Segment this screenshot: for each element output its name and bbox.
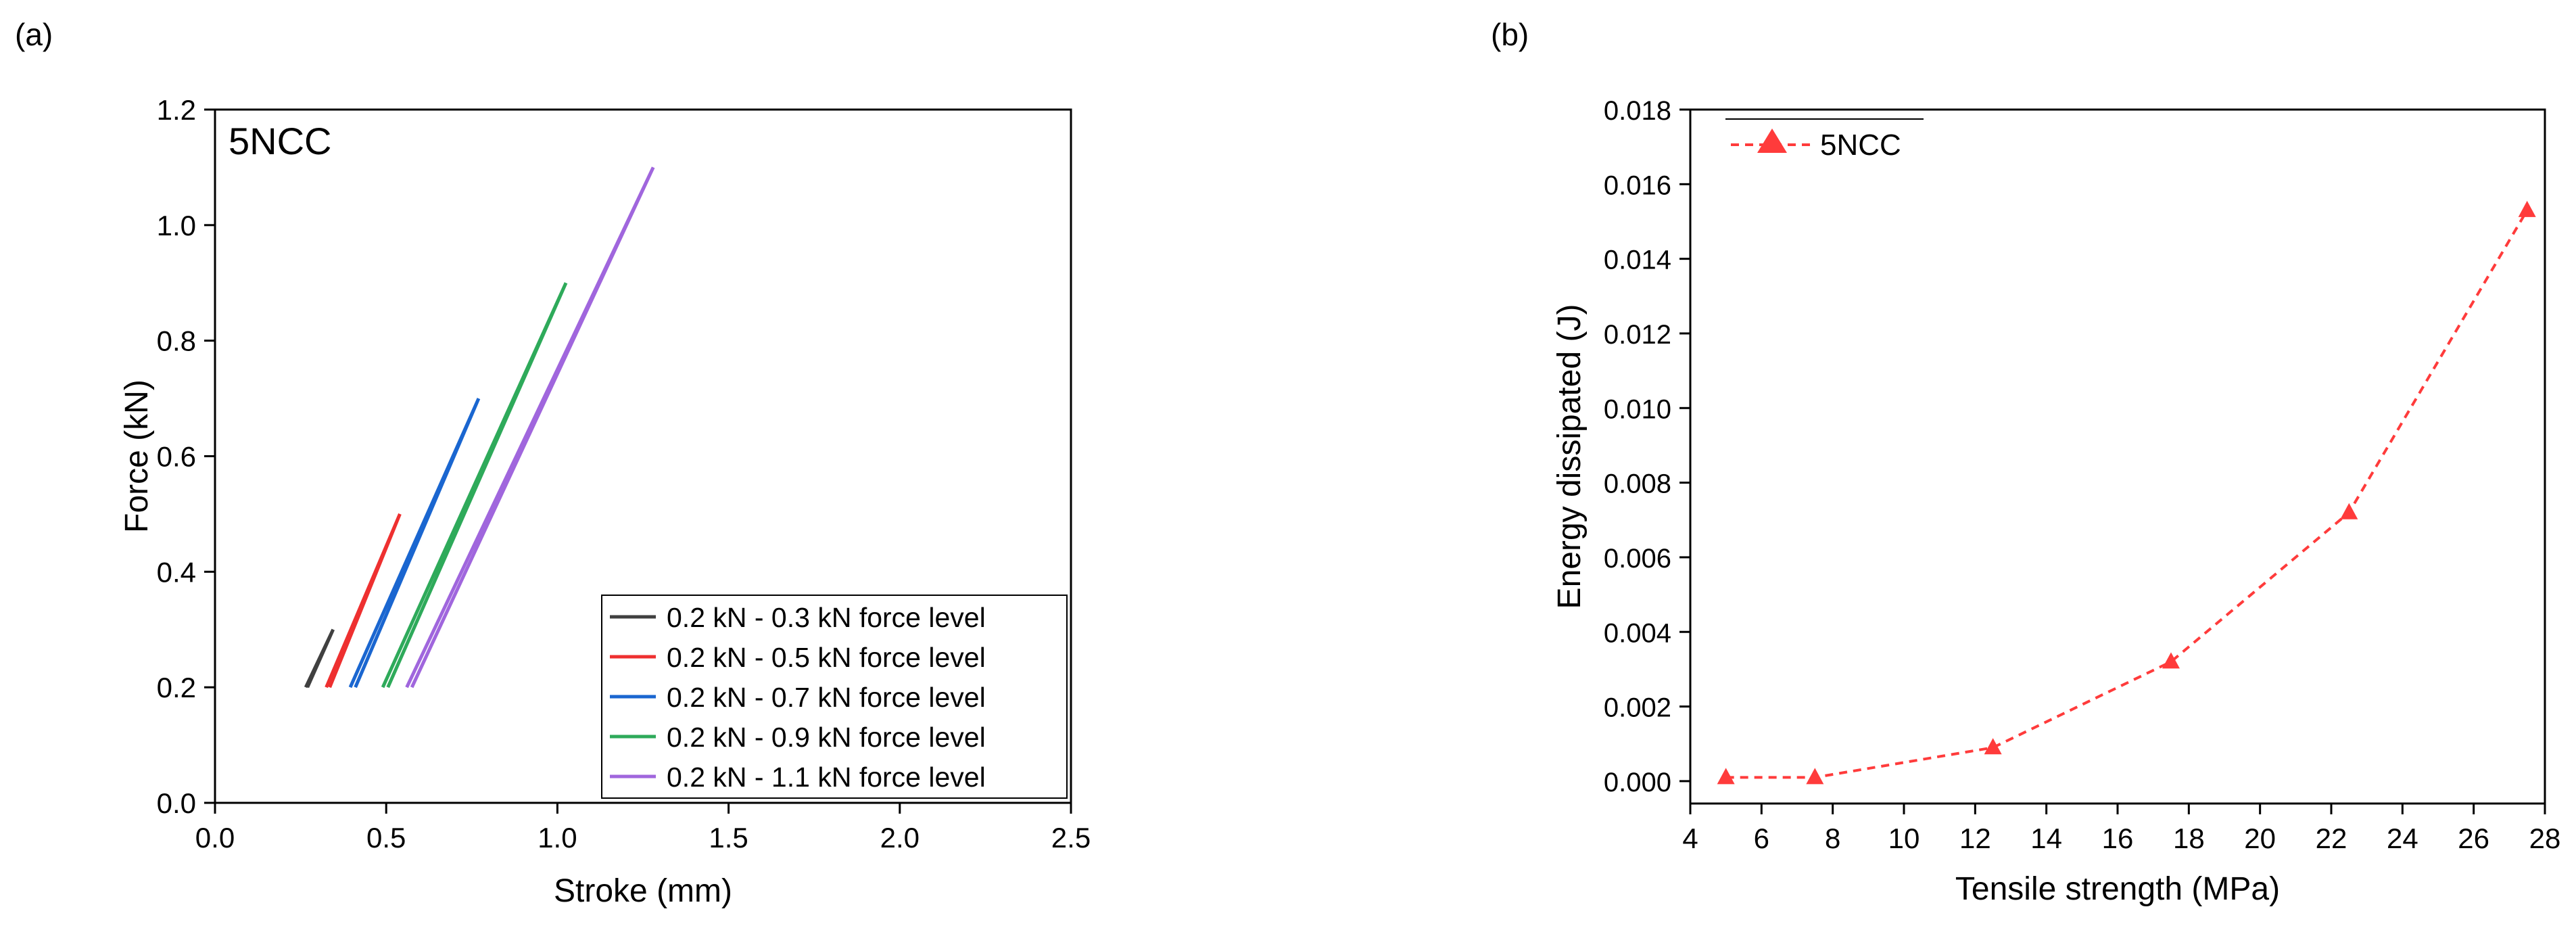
x-tick-label: 22 xyxy=(2316,822,2347,854)
x-tick-label: 20 xyxy=(2244,822,2276,854)
x-tick-label: 26 xyxy=(2458,822,2489,854)
x-tick-label: 18 xyxy=(2173,822,2205,854)
y-tick-label: 0.018 xyxy=(1604,96,1671,126)
y-tick-label: 1.0 xyxy=(157,210,196,241)
y-tick-label: 0.004 xyxy=(1604,618,1671,648)
data-point-marker xyxy=(2340,503,2358,519)
legend-label: 0.2 kN - 0.7 kN force level xyxy=(667,682,986,713)
series-line-4 xyxy=(381,282,568,689)
x-tick-label: 8 xyxy=(1825,822,1840,854)
x-tick-label: 24 xyxy=(2387,822,2418,854)
legend-swatch-marker xyxy=(1757,129,1787,153)
panel-label-b: (b) xyxy=(1491,17,1529,52)
series-line-2 xyxy=(325,513,402,689)
x-tick-label: 28 xyxy=(2529,822,2561,854)
plot-frame xyxy=(1689,108,2546,805)
y-tick-label: 0.0 xyxy=(157,787,196,819)
x-tick-label: 1.0 xyxy=(538,822,577,854)
y-tick-label: 0.006 xyxy=(1604,544,1671,574)
x-tick-label: 2.0 xyxy=(880,822,920,854)
data-point-marker xyxy=(2518,200,2536,217)
chart-b: 4 6 8 10 12 14 16 18 20 22 24 26 28 0.000 0.002 0.004 0.… xyxy=(1552,96,2561,907)
legend-label: 0.2 kN - 1.1 kN force level xyxy=(667,762,986,793)
series-line-5ncc xyxy=(1725,209,2529,779)
data-point-marker xyxy=(2162,652,2180,669)
x-tick-label: 4 xyxy=(1682,822,1698,854)
y-tick-label: 0.002 xyxy=(1604,693,1671,723)
x-tick-label: 0.5 xyxy=(366,822,406,854)
y-tick-label: 0.012 xyxy=(1604,320,1671,350)
y-tick-label: 0.014 xyxy=(1604,246,1671,275)
legend-label: 0.2 kN - 0.3 kN force level xyxy=(667,602,986,633)
y-axis-label: Energy dissipated (J) xyxy=(1552,304,1588,609)
legend-label: 0.2 kN - 0.9 kN force level xyxy=(667,722,986,753)
y-tick-label: 0.2 xyxy=(157,672,196,703)
x-tick-label: 2.5 xyxy=(1051,822,1091,854)
x-tick-label: 16 xyxy=(2102,822,2134,854)
x-tick-label: 14 xyxy=(2030,822,2062,854)
y-tick-label: 0.008 xyxy=(1604,469,1671,499)
y-tick-label: 0.6 xyxy=(157,441,196,473)
chart-a: 0.0 0.5 1.0 1.5 2.0 2.5 0.0 0.2 0.4 0.6 0.8 1.0 1.2 S… xyxy=(119,94,1091,909)
series-line-1 xyxy=(304,628,335,689)
data-point-marker xyxy=(1717,768,1735,785)
y-tick-label: 0.4 xyxy=(157,556,196,588)
x-tick-label: 6 xyxy=(1754,822,1769,854)
x-tick-label: 12 xyxy=(1959,822,1991,854)
y-tick-label: 0.000 xyxy=(1604,768,1671,797)
legend-box xyxy=(601,595,1068,799)
legend-label: 0.2 kN - 0.5 kN force level xyxy=(667,642,986,673)
x-tick-label: 0.0 xyxy=(195,822,235,854)
y-tick-label: 0.016 xyxy=(1604,170,1671,200)
series-line-3 xyxy=(348,398,481,689)
chart-annotation: 5NCC xyxy=(229,120,331,162)
y-tick-label: 1.2 xyxy=(157,94,196,126)
x-tick-label: 1.5 xyxy=(709,822,748,854)
x-axis-label: Tensile strength (MPa) xyxy=(1955,871,2280,907)
y-tick-label: 0.8 xyxy=(157,325,196,357)
x-tick-label: 10 xyxy=(1888,822,1920,854)
y-axis-label: Force (kN) xyxy=(119,379,155,533)
series-line-5 xyxy=(405,166,655,689)
panel-label-a: (a) xyxy=(15,17,53,52)
x-axis-label: Stroke (mm) xyxy=(554,873,732,909)
data-point-marker xyxy=(1806,768,1824,785)
data-point-marker xyxy=(1984,738,2002,755)
legend-label: 5NCC xyxy=(1820,129,1901,162)
y-tick-label: 0.010 xyxy=(1604,394,1671,424)
